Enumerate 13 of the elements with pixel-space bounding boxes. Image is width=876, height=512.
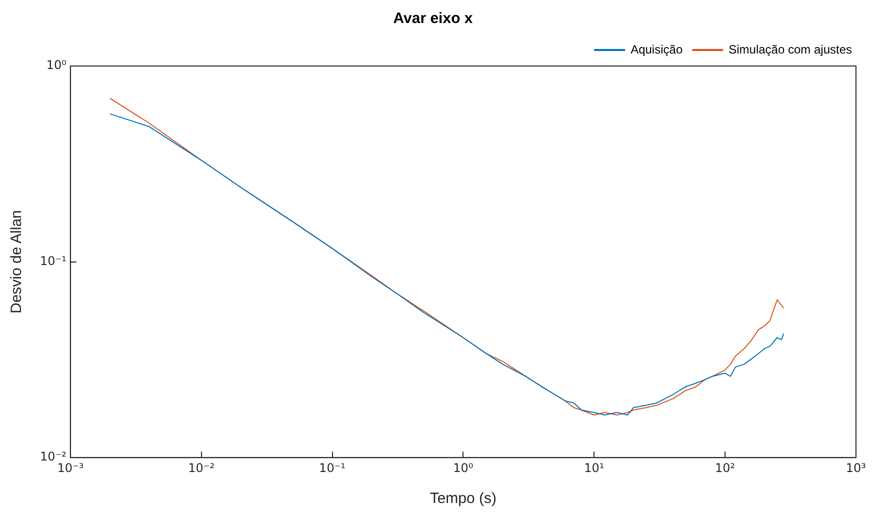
x-tick-label: 10¹	[584, 460, 604, 475]
x-tick-label: 10⁰	[453, 460, 474, 475]
legend-label: Aquisição	[630, 42, 683, 56]
x-axis-title: Tempo (s)	[430, 490, 497, 508]
chart-title: Avar eixo x	[393, 10, 474, 28]
y-tick-label: 10⁻¹	[40, 254, 67, 268]
y-axis-title: Desvio de Allan	[8, 210, 26, 314]
y-tick-label: 10⁰	[46, 58, 67, 72]
legend-label: Simulação com ajustes	[728, 42, 852, 56]
x-tick-label: 10⁻¹	[319, 460, 346, 475]
x-tick-label: 10³	[846, 460, 866, 475]
x-tick-label: 10⁻²	[188, 460, 215, 475]
x-tick-label: 10²	[714, 460, 736, 475]
